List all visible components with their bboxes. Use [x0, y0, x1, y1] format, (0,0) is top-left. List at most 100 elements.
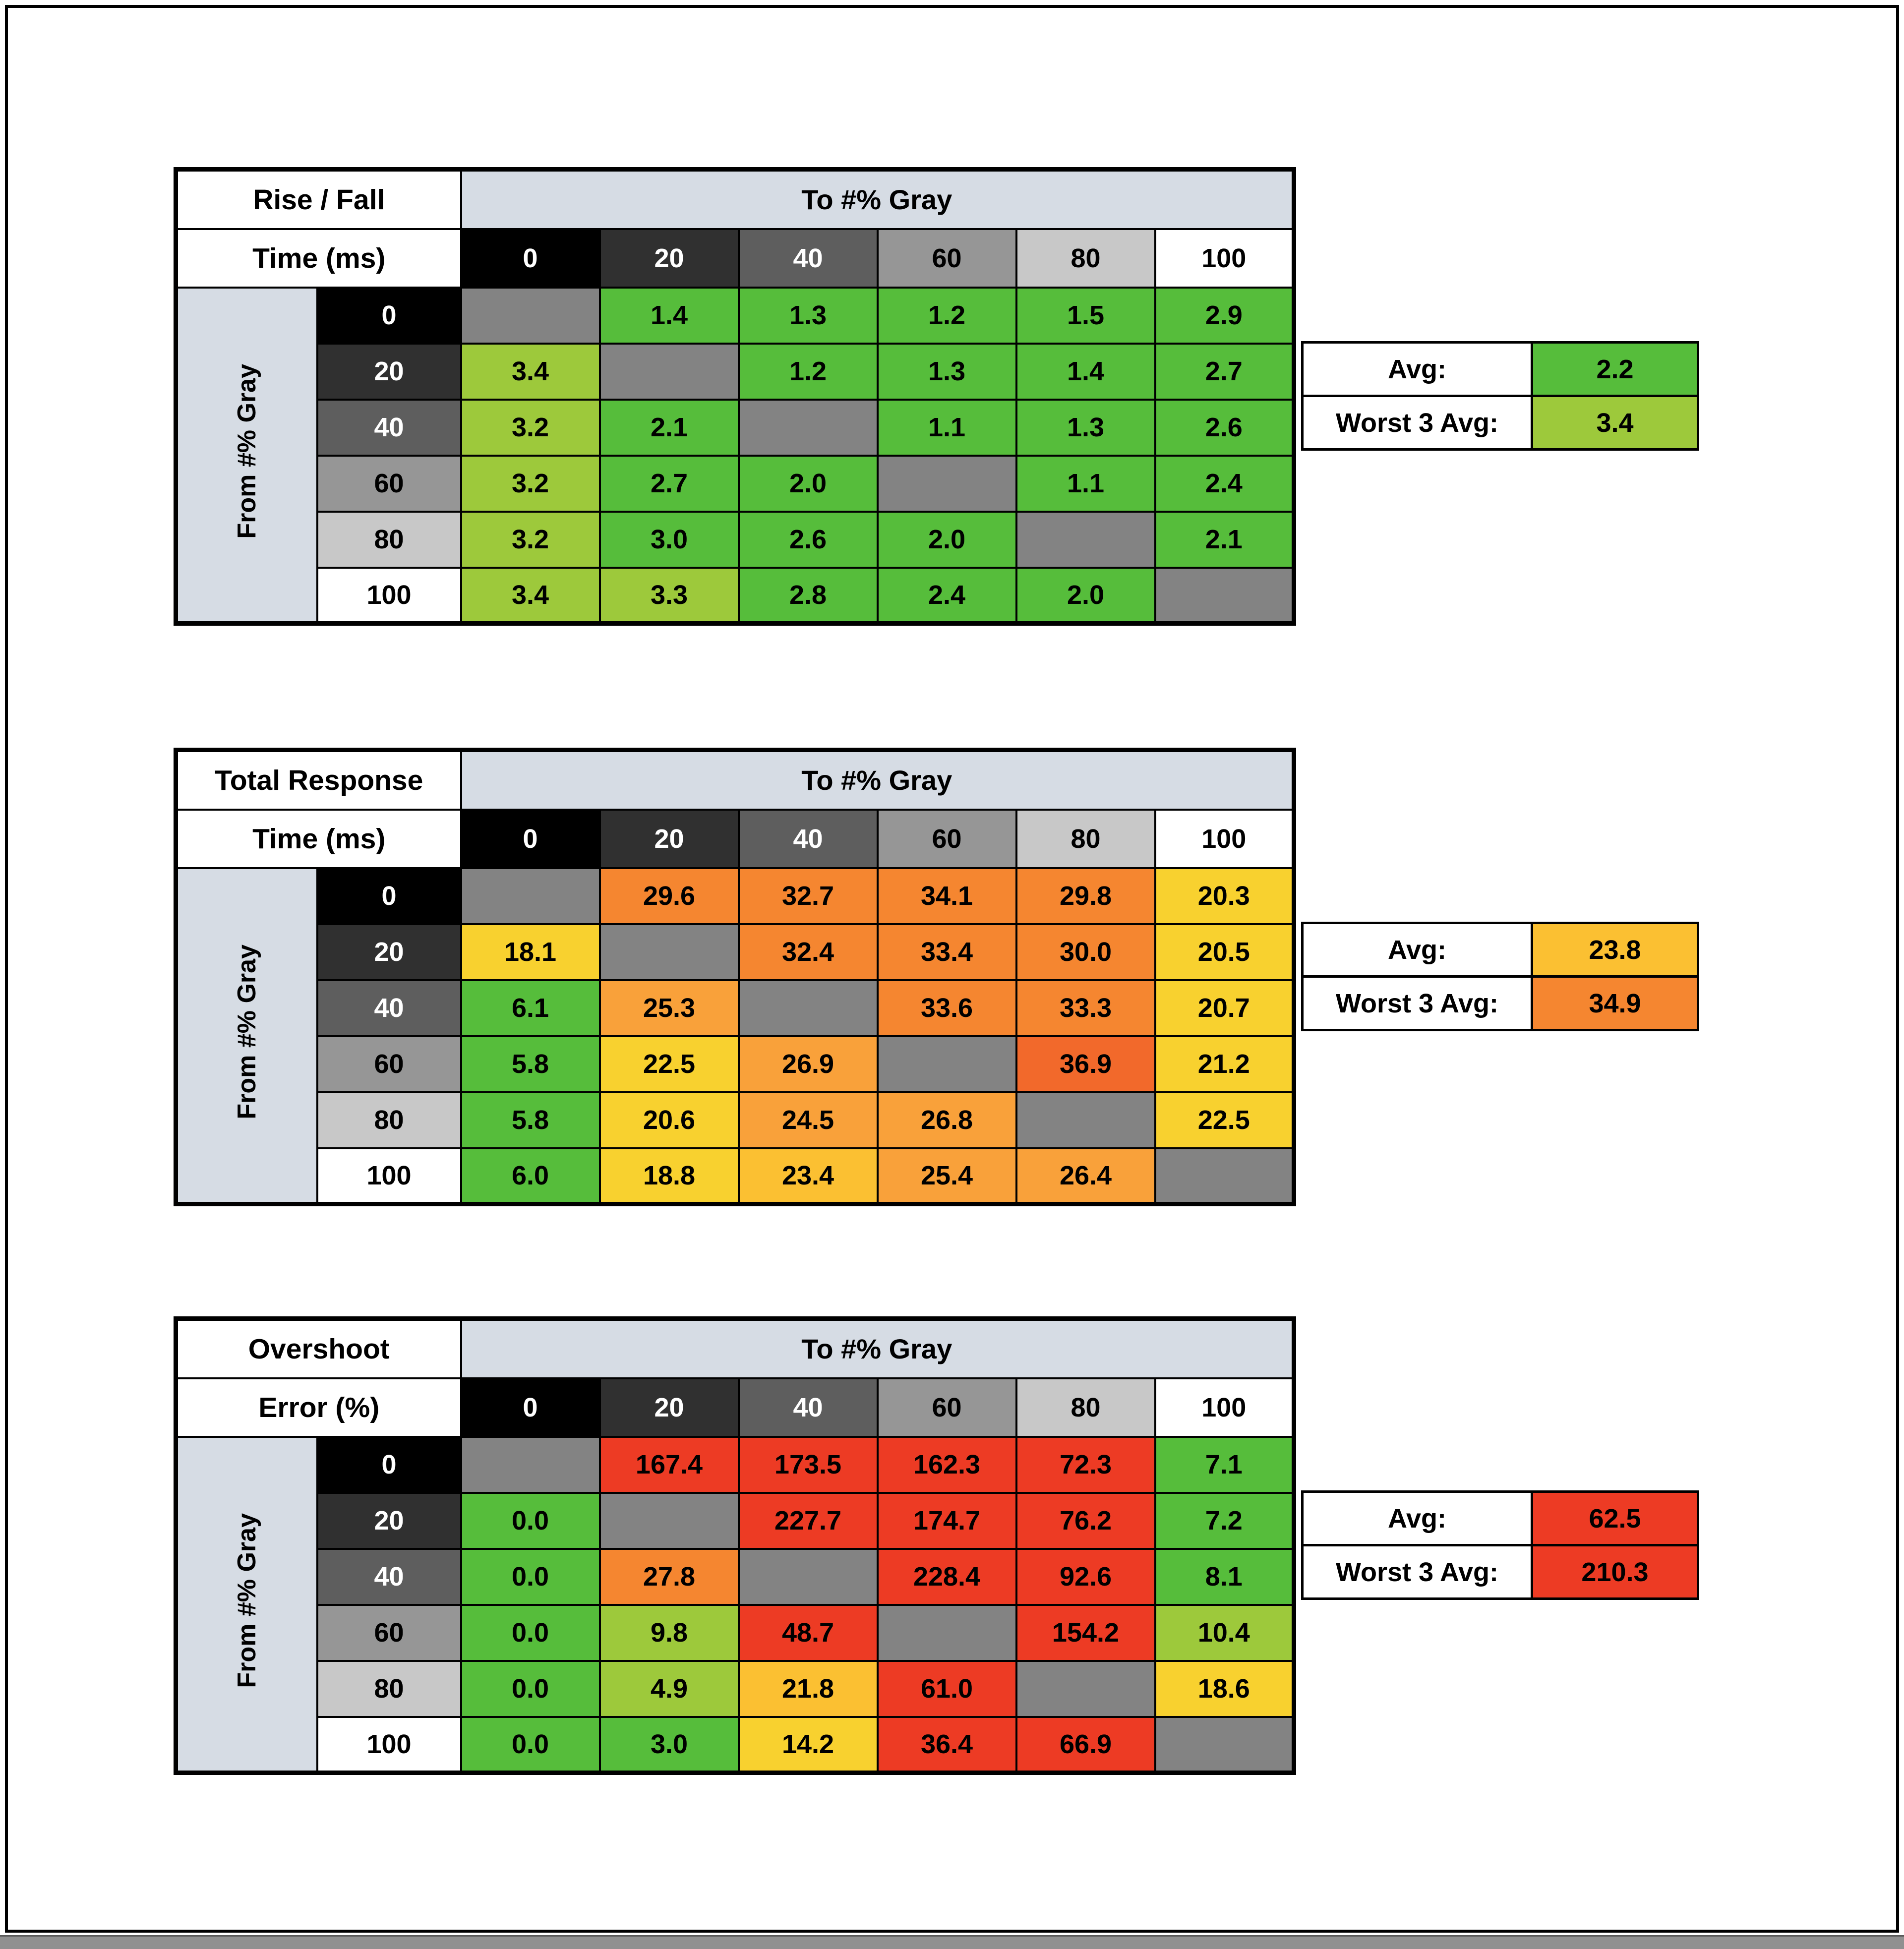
row-header-20: 20	[316, 923, 462, 981]
value-cell: 1.2	[737, 342, 879, 401]
value-cell: 24.5	[737, 1091, 879, 1149]
value-cell: 0.0	[460, 1715, 601, 1774]
diagonal-cell	[876, 1035, 1017, 1093]
rise-fall-time-section: Rise / Fall To #% Gray Time (ms) 0 20 40 60 80 1…	[174, 167, 1785, 633]
value-cell: 76.2	[1015, 1491, 1156, 1550]
value-cell: 2.8	[737, 566, 879, 625]
value-cell: 20.3	[1154, 867, 1295, 925]
col-header-40: 40	[737, 228, 879, 289]
value-cell: 27.8	[598, 1547, 740, 1606]
value-cell: 25.4	[876, 1147, 1017, 1205]
worst3-avg-value: 3.4	[1531, 395, 1699, 451]
value-cell: 167.4	[598, 1435, 740, 1494]
value-cell: 5.8	[460, 1035, 601, 1093]
value-cell: 29.6	[598, 867, 740, 925]
diagonal-cell	[876, 454, 1017, 513]
value-cell: 1.3	[1015, 398, 1156, 457]
value-cell: 18.8	[598, 1147, 740, 1205]
row-header-60: 60	[316, 454, 462, 513]
col-header-0: 0	[460, 228, 601, 289]
value-cell: 8.1	[1154, 1547, 1295, 1606]
value-cell: 22.5	[1154, 1091, 1295, 1149]
value-cell: 7.1	[1154, 1435, 1295, 1494]
row-header-100: 100	[316, 566, 462, 625]
worst3-avg-label: Worst 3 Avg:	[1301, 1544, 1533, 1600]
from-gray-label-text: From #% Gray	[233, 945, 262, 1120]
value-cell: 1.4	[598, 286, 740, 345]
value-cell: 66.9	[1015, 1715, 1156, 1774]
diagonal-cell	[460, 1435, 601, 1494]
value-cell: 3.2	[460, 454, 601, 513]
value-cell: 2.6	[737, 510, 879, 569]
overshoot-error-summary: Avg: 62.5 Worst 3 Avg: 210.3	[1301, 1490, 1699, 1600]
avg-value: 2.2	[1531, 341, 1699, 397]
value-cell: 32.4	[737, 923, 879, 981]
row-header-100: 100	[316, 1715, 462, 1774]
value-cell: 2.0	[876, 510, 1017, 569]
value-cell: 3.2	[460, 398, 601, 457]
window-bottom-edge	[0, 1935, 1904, 1949]
from-gray-label-text: From #% Gray	[233, 364, 262, 539]
avg-value: 62.5	[1531, 1490, 1699, 1546]
diagonal-cell	[1154, 1715, 1295, 1774]
value-cell: 36.4	[876, 1715, 1017, 1774]
total-response-time-table: Total Response To #% Gray Time (ms) 0 20 40 60…	[174, 748, 1296, 1206]
diagonal-cell	[460, 286, 601, 345]
value-cell: 25.3	[598, 979, 740, 1037]
value-cell: 10.4	[1154, 1603, 1295, 1662]
col-header-0: 0	[460, 1377, 601, 1438]
value-cell: 9.8	[598, 1603, 740, 1662]
avg-label: Avg:	[1301, 1490, 1533, 1546]
row-header-100: 100	[316, 1147, 462, 1205]
diagonal-cell	[1154, 566, 1295, 625]
col-header-100: 100	[1154, 1377, 1295, 1438]
diagonal-cell	[737, 979, 879, 1037]
row-header-40: 40	[316, 979, 462, 1037]
value-cell: 18.1	[460, 923, 601, 981]
value-cell: 2.4	[876, 566, 1017, 625]
col-header-100: 100	[1154, 228, 1295, 289]
value-cell: 154.2	[1015, 1603, 1156, 1662]
value-cell: 23.4	[737, 1147, 879, 1205]
value-cell: 26.9	[737, 1035, 879, 1093]
value-cell: 26.8	[876, 1091, 1017, 1149]
value-cell: 1.3	[737, 286, 879, 345]
col-header-20: 20	[598, 228, 740, 289]
value-cell: 2.4	[1154, 454, 1295, 513]
table-title-line1: Rise / Fall	[175, 168, 462, 230]
from-gray-label: From #% Gray	[175, 286, 318, 625]
value-cell: 3.4	[460, 566, 601, 625]
value-cell: 1.1	[876, 398, 1017, 457]
value-cell: 72.3	[1015, 1435, 1156, 1494]
diagonal-cell	[1154, 1147, 1295, 1205]
value-cell: 0.0	[460, 1491, 601, 1550]
to-gray-header: To #% Gray	[460, 1317, 1295, 1379]
diagonal-cell	[598, 923, 740, 981]
total-response-time-section: Total Response To #% Gray Time (ms) 0 20 40 60…	[174, 748, 1785, 1214]
value-cell: 18.6	[1154, 1659, 1295, 1718]
diagonal-cell	[1015, 1091, 1156, 1149]
col-header-40: 40	[737, 808, 879, 869]
value-cell: 36.9	[1015, 1035, 1156, 1093]
row-header-80: 80	[316, 1091, 462, 1149]
col-header-100: 100	[1154, 808, 1295, 869]
col-header-60: 60	[876, 228, 1017, 289]
avg-value: 23.8	[1531, 922, 1699, 978]
table-title-line2: Time (ms)	[175, 808, 462, 869]
value-cell: 0.0	[460, 1603, 601, 1662]
row-header-20: 20	[316, 1491, 462, 1550]
from-gray-label: From #% Gray	[175, 1435, 318, 1774]
row-header-80: 80	[316, 510, 462, 569]
row-header-20: 20	[316, 342, 462, 401]
value-cell: 1.5	[1015, 286, 1156, 345]
value-cell: 2.0	[737, 454, 879, 513]
value-cell: 34.1	[876, 867, 1017, 925]
value-cell: 2.9	[1154, 286, 1295, 345]
worst3-avg-value: 210.3	[1531, 1544, 1699, 1600]
value-cell: 5.8	[460, 1091, 601, 1149]
col-header-0: 0	[460, 808, 601, 869]
diagonal-cell	[1015, 510, 1156, 569]
col-header-80: 80	[1015, 228, 1156, 289]
worst3-avg-label: Worst 3 Avg:	[1301, 975, 1533, 1031]
value-cell: 227.7	[737, 1491, 879, 1550]
